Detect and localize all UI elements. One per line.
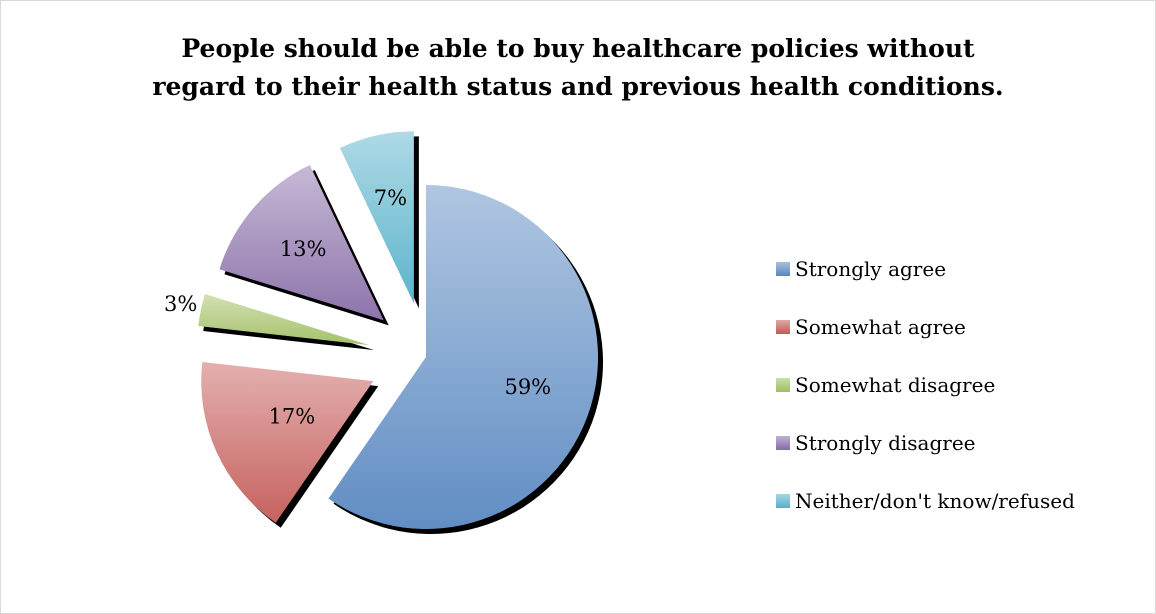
slice-data-label: 13% [280, 237, 327, 261]
legend-swatch [776, 436, 790, 450]
pie-slices [198, 131, 599, 529]
pie-slice-strongly-disagree [219, 165, 384, 321]
legend-swatch [776, 378, 790, 392]
pie-slice-strongly-agree [328, 185, 599, 529]
legend-item: Somewhat agree [776, 298, 1075, 356]
legend: Strongly agree Somewhat agree Somewhat d… [776, 240, 1075, 530]
slice-data-label: 7% [374, 186, 407, 210]
legend-item: Strongly agree [776, 240, 1075, 298]
legend-label: Strongly disagree [795, 431, 976, 455]
chart-title: People should be able to buy healthcare … [0, 30, 1156, 106]
legend-label: Somewhat agree [795, 315, 966, 339]
pie-slice-neither-don-t-know-refused [339, 131, 414, 304]
legend-label: Strongly agree [795, 257, 947, 281]
slice-labels: 59% 17% 3% 13% 7% [164, 186, 551, 429]
slice-data-label: 59% [504, 375, 551, 399]
legend-item: Strongly disagree [776, 414, 1075, 472]
legend-swatch [776, 494, 790, 508]
legend-swatch [776, 320, 790, 334]
legend-label: Neither/don't know/refused [795, 489, 1075, 513]
chart-title-line-2: regard to their health status and previo… [152, 72, 1004, 101]
pie-slice-somewhat-disagree [198, 294, 370, 346]
chart-title-line-1: People should be able to buy healthcare … [181, 34, 975, 63]
legend-label: Somewhat disagree [795, 373, 996, 397]
slice-data-label: 3% [164, 292, 197, 316]
slice-data-label: 17% [269, 405, 316, 429]
pie-slice-somewhat-agree [201, 362, 374, 523]
legend-item: Neither/don't know/refused [776, 472, 1075, 530]
legend-swatch [776, 262, 790, 276]
legend-item: Somewhat disagree [776, 356, 1075, 414]
